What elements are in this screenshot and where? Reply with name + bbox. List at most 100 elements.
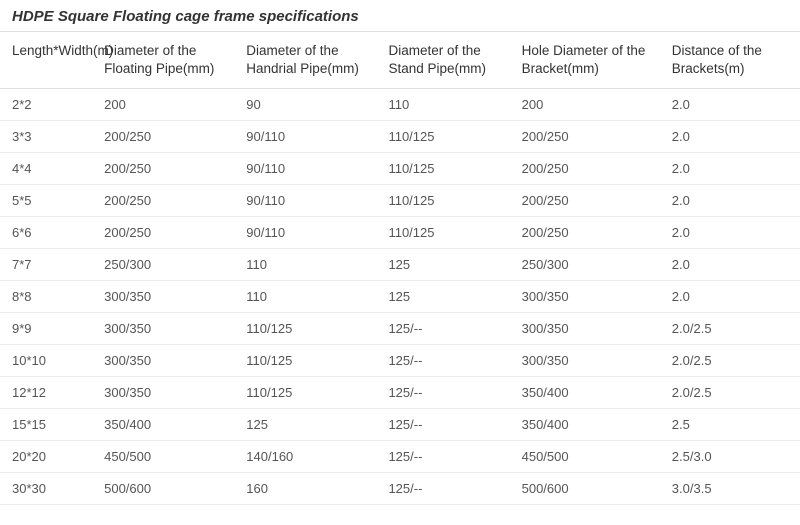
table-cell: 200	[510, 89, 660, 121]
table-cell: 200/250	[92, 121, 234, 153]
table-cell: 200	[92, 89, 234, 121]
table-cell: 110/125	[376, 217, 509, 249]
table-cell: 125/--	[376, 345, 509, 377]
table-cell: 110/125	[234, 345, 376, 377]
table-cell: 200/250	[92, 217, 234, 249]
table-cell: 125/--	[376, 313, 509, 345]
table-cell: 90	[234, 89, 376, 121]
table-cell: 110/125	[376, 121, 509, 153]
table-cell: 9*9	[0, 313, 92, 345]
table-cell: 300/350	[92, 313, 234, 345]
table-cell: 300/350	[92, 281, 234, 313]
table-cell: 350/400	[510, 409, 660, 441]
table-cell: 110	[234, 249, 376, 281]
table-cell: 200/250	[92, 153, 234, 185]
spec-table: Length*Width(m) Diameter of the Floating…	[0, 31, 800, 505]
table-cell: 3.0/3.5	[660, 473, 800, 505]
table-cell: 20*20	[0, 441, 92, 473]
table-cell: 125	[376, 281, 509, 313]
table-cell: 5*5	[0, 185, 92, 217]
table-row: 10*10300/350110/125125/--300/3502.0/2.5	[0, 345, 800, 377]
header-row: Length*Width(m) Diameter of the Floating…	[0, 32, 800, 89]
table-cell: 125/--	[376, 409, 509, 441]
table-cell: 350/400	[92, 409, 234, 441]
table-cell: 125/--	[376, 377, 509, 409]
col-header-handrial-pipe: Diameter of the Handrial Pipe(mm)	[234, 32, 376, 89]
table-cell: 2.0	[660, 249, 800, 281]
table-cell: 110	[376, 89, 509, 121]
table-cell: 2.0	[660, 217, 800, 249]
table-title: HDPE Square Floating cage frame specific…	[0, 0, 800, 31]
table-cell: 125	[376, 249, 509, 281]
table-cell: 15*15	[0, 409, 92, 441]
table-cell: 90/110	[234, 121, 376, 153]
table-cell: 200/250	[92, 185, 234, 217]
table-row: 7*7250/300110125250/3002.0	[0, 249, 800, 281]
table-cell: 110	[234, 281, 376, 313]
table-row: 8*8300/350110125300/3502.0	[0, 281, 800, 313]
table-cell: 200/250	[510, 185, 660, 217]
table-cell: 450/500	[92, 441, 234, 473]
table-row: 2*2200901102002.0	[0, 89, 800, 121]
table-cell: 7*7	[0, 249, 92, 281]
table-cell: 6*6	[0, 217, 92, 249]
table-cell: 350/400	[510, 377, 660, 409]
table-cell: 300/350	[510, 281, 660, 313]
table-row: 12*12300/350110/125125/--350/4002.0/2.5	[0, 377, 800, 409]
table-row: 6*6200/25090/110110/125200/2502.0	[0, 217, 800, 249]
table-cell: 4*4	[0, 153, 92, 185]
table-cell: 160	[234, 473, 376, 505]
table-cell: 200/250	[510, 153, 660, 185]
table-cell: 450/500	[510, 441, 660, 473]
table-cell: 125/--	[376, 473, 509, 505]
table-cell: 250/300	[510, 249, 660, 281]
table-cell: 2.0	[660, 153, 800, 185]
table-row: 4*4200/25090/110110/125200/2502.0	[0, 153, 800, 185]
table-cell: 2.5/3.0	[660, 441, 800, 473]
table-cell: 110/125	[234, 313, 376, 345]
table-row: 20*20450/500140/160125/--450/5002.5/3.0	[0, 441, 800, 473]
table-cell: 2.0/2.5	[660, 345, 800, 377]
table-cell: 2*2	[0, 89, 92, 121]
table-row: 5*5200/25090/110110/125200/2502.0	[0, 185, 800, 217]
table-cell: 300/350	[92, 345, 234, 377]
table-cell: 2.0/2.5	[660, 313, 800, 345]
table-cell: 2.5	[660, 409, 800, 441]
col-header-stand-pipe: Diameter of the Stand Pipe(mm)	[376, 32, 509, 89]
table-cell: 200/250	[510, 121, 660, 153]
table-cell: 300/350	[510, 313, 660, 345]
table-cell: 2.0	[660, 121, 800, 153]
table-cell: 10*10	[0, 345, 92, 377]
table-cell: 110/125	[234, 377, 376, 409]
col-header-floating-pipe: Diameter of the Floating Pipe(mm)	[92, 32, 234, 89]
table-cell: 90/110	[234, 217, 376, 249]
table-row: 3*3200/25090/110110/125200/2502.0	[0, 121, 800, 153]
table-cell: 2.0	[660, 185, 800, 217]
table-cell: 30*30	[0, 473, 92, 505]
table-cell: 140/160	[234, 441, 376, 473]
table-cell: 500/600	[510, 473, 660, 505]
table-cell: 125/--	[376, 441, 509, 473]
table-row: 9*9300/350110/125125/--300/3502.0/2.5	[0, 313, 800, 345]
col-header-length-width: Length*Width(m)	[0, 32, 92, 89]
table-cell: 2.0	[660, 89, 800, 121]
table-cell: 2.0	[660, 281, 800, 313]
table-body: 2*2200901102002.03*3200/25090/110110/125…	[0, 89, 800, 505]
table-cell: 2.0/2.5	[660, 377, 800, 409]
table-cell: 12*12	[0, 377, 92, 409]
table-cell: 90/110	[234, 153, 376, 185]
table-cell: 250/300	[92, 249, 234, 281]
table-cell: 300/350	[510, 345, 660, 377]
table-cell: 3*3	[0, 121, 92, 153]
col-header-bracket-distance: Distance of the Brackets(m)	[660, 32, 800, 89]
table-cell: 500/600	[92, 473, 234, 505]
table-row: 30*30500/600160125/--500/6003.0/3.5	[0, 473, 800, 505]
table-cell: 90/110	[234, 185, 376, 217]
table-cell: 300/350	[92, 377, 234, 409]
table-cell: 8*8	[0, 281, 92, 313]
table-cell: 110/125	[376, 153, 509, 185]
table-cell: 200/250	[510, 217, 660, 249]
table-cell: 110/125	[376, 185, 509, 217]
table-row: 15*15350/400125125/--350/4002.5	[0, 409, 800, 441]
col-header-hole-diameter: Hole Diameter of the Bracket(mm)	[510, 32, 660, 89]
